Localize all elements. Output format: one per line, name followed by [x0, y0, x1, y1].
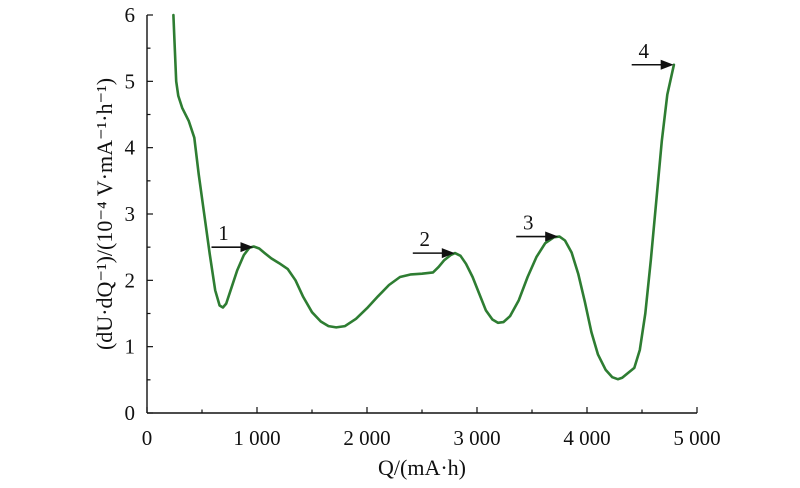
y-tick-label: 5	[125, 69, 136, 93]
x-tick-label: 2 000	[343, 426, 390, 450]
annotation-label: 2	[420, 227, 431, 251]
annotation-arrow-head	[441, 248, 455, 259]
y-tick-label: 6	[125, 3, 136, 27]
y-tick-label: 2	[125, 268, 136, 292]
x-tick-label: 1 000	[233, 426, 280, 450]
x-axis-label: Q/(mA·h)	[378, 455, 466, 480]
annotation-label: 3	[523, 211, 534, 235]
annotation-arrow-head	[660, 59, 674, 70]
axes: 0 1 000 2 000 3 000 4 000 5 000 0 1 2 3 4 5 6	[125, 3, 721, 450]
x-tick-label: 0	[142, 426, 153, 450]
y-axis-label: (dU·dQ⁻¹)/(10⁻⁴ V·mA⁻¹·h⁻¹)	[92, 78, 117, 350]
x-tick-label: 4 000	[563, 426, 610, 450]
annotation-label: 1	[218, 221, 229, 245]
y-tick-label: 4	[125, 136, 136, 160]
y-tick-label: 0	[125, 401, 136, 425]
x-tick-label: 3 000	[453, 426, 500, 450]
annotation-label: 4	[638, 39, 649, 63]
y-tick-label: 1	[125, 335, 136, 359]
annotation-arrow-head	[545, 231, 559, 242]
y-tick-label: 3	[125, 202, 136, 226]
x-tick-label: 5 000	[673, 426, 720, 450]
plot-area	[172, 13, 676, 381]
series-line	[172, 13, 676, 381]
annotations: 1 2 3 4	[211, 39, 674, 259]
annotation-arrow-head	[240, 242, 254, 253]
